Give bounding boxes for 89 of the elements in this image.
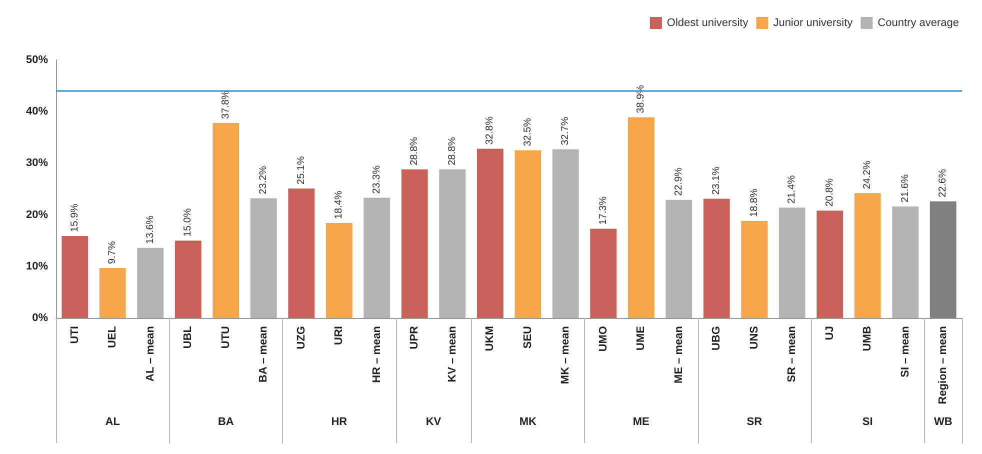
data-label: 20.8%	[824, 178, 836, 207]
x-tick-label: UJ	[824, 326, 836, 340]
bar	[930, 201, 956, 318]
legend-label: Country average	[878, 17, 960, 29]
x-tick-label: HR – mean	[370, 326, 383, 383]
bar	[99, 268, 126, 318]
text: ME	[632, 416, 650, 428]
data-label: 32.7%	[560, 116, 572, 146]
data-label: 21.6%	[900, 174, 911, 203]
text: HR	[331, 416, 348, 428]
bar	[666, 200, 692, 318]
x-tick-label: SR – mean	[786, 326, 798, 382]
bar	[364, 198, 390, 318]
bar	[250, 198, 277, 318]
bar	[778, 208, 806, 318]
data-label: 22.9%	[673, 167, 684, 196]
text: KV	[426, 416, 442, 428]
bar	[439, 169, 466, 318]
x-tick-label: UBL	[182, 326, 194, 349]
legend-label: Oldest university	[666, 17, 749, 29]
x-tick-label: UTI	[68, 326, 81, 344]
bar	[628, 117, 654, 318]
x-tick-label: AL – mean	[144, 326, 156, 382]
y-tick-label: 30%	[26, 157, 48, 170]
legend-label: Junior university	[773, 17, 854, 29]
data-label: 37.8%	[220, 90, 232, 119]
bar	[816, 210, 844, 318]
x-tick-label: KV – mean	[446, 326, 458, 382]
y-tick-label: 20%	[26, 208, 48, 221]
data-label: 28.8%	[409, 136, 420, 166]
bar	[854, 193, 881, 318]
bar	[174, 240, 202, 318]
data-label: 28.8%	[446, 136, 458, 166]
x-tick-label: UNS	[748, 326, 760, 350]
bar	[514, 150, 542, 318]
data-label: 9.7%	[107, 241, 118, 264]
data-label: 25.1%	[296, 156, 307, 184]
x-tick-label: UMO	[597, 326, 610, 352]
text: SR	[746, 416, 762, 428]
text: BA	[218, 416, 234, 428]
data-label: 13.6%	[144, 215, 156, 244]
x-tick-label: Region – mean	[937, 326, 950, 404]
y-tick-label: 40%	[26, 106, 48, 118]
data-label: 24.2%	[862, 160, 874, 190]
y-tick-label: 50%	[26, 54, 48, 66]
bar	[590, 228, 617, 318]
text: SI	[862, 416, 873, 428]
x-tick-label: UEL	[106, 326, 119, 348]
x-tick-label: UPR	[408, 326, 421, 350]
x-tick-label: UMB	[862, 326, 874, 352]
x-tick-label: UME	[635, 326, 648, 350]
data-label: 23.2%	[258, 166, 270, 194]
x-tick-label: BA – mean	[258, 326, 270, 382]
x-tick-label: ME – mean	[672, 326, 685, 384]
x-tick-label: UZG	[295, 326, 308, 350]
y-tick-label: 10%	[26, 260, 48, 272]
bar	[326, 223, 352, 318]
x-tick-label: SI – mean	[899, 326, 912, 378]
x-tick-label: MK – mean	[560, 326, 572, 384]
data-label: 32.5%	[522, 118, 534, 146]
data-label: 17.3%	[598, 196, 609, 225]
bar	[703, 198, 730, 318]
bar	[212, 122, 240, 318]
data-label: 22.6%	[938, 168, 949, 198]
text: WB	[934, 416, 952, 428]
data-label: 23.1%	[711, 166, 722, 195]
bar	[552, 149, 579, 318]
x-tick-label: UKM	[484, 326, 496, 352]
text: AL	[105, 416, 120, 428]
data-label: 15.0%	[182, 208, 194, 237]
x-tick-label: SEU	[522, 326, 534, 349]
data-label: 18.4%	[334, 190, 345, 220]
x-tick-label: UTU	[220, 326, 232, 349]
bar	[62, 236, 88, 318]
data-label: 23.3%	[371, 165, 382, 194]
bar	[476, 148, 504, 318]
text: MK	[519, 416, 536, 428]
bar	[137, 248, 164, 318]
data-label: 15.9%	[69, 203, 80, 232]
bar	[741, 220, 768, 318]
data-label: 32.8%	[484, 116, 496, 145]
bar	[892, 206, 919, 318]
x-tick-label: UBG	[710, 326, 723, 350]
x-tick-label: URI	[333, 326, 346, 345]
bar	[288, 188, 315, 318]
data-label: 18.8%	[748, 188, 760, 217]
y-tick-label: 0%	[32, 312, 48, 324]
data-label: 21.4%	[786, 175, 798, 204]
bar	[401, 169, 428, 318]
